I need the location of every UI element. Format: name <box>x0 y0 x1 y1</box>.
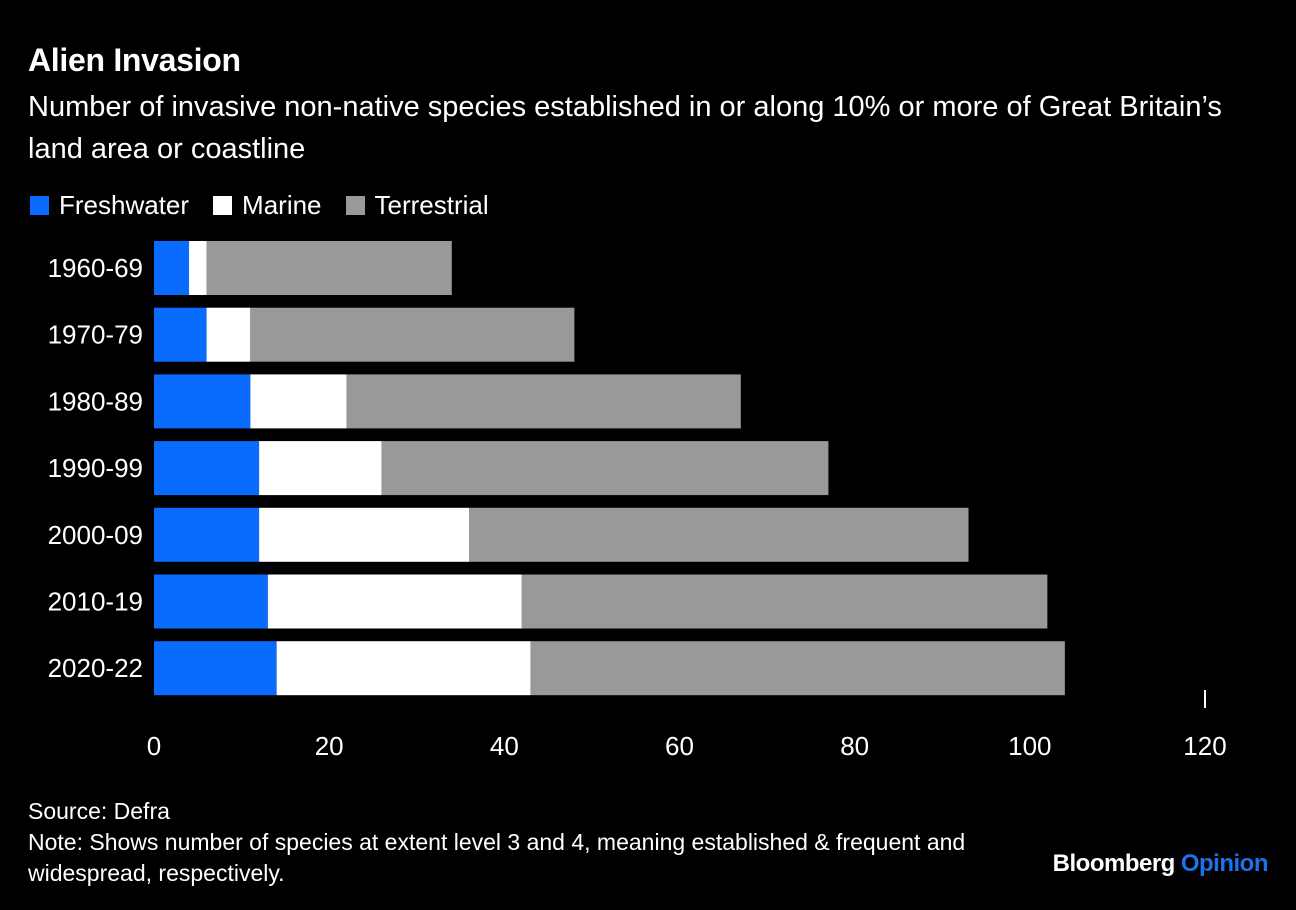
bar-segment-terrestrial <box>530 641 1065 696</box>
legend-item-freshwater: Freshwater <box>30 190 189 221</box>
bar-segment-marine <box>259 441 382 496</box>
legend-swatch-marine <box>213 196 233 215</box>
brand-logo: Bloomberg Opinion <box>1052 850 1269 878</box>
bar-segment-freshwater <box>154 307 207 362</box>
chart-title: Alien Invasion <box>28 42 241 78</box>
bar-segment-terrestrial <box>346 374 741 429</box>
bar-segment-marine <box>267 574 522 629</box>
category-label: 2010-19 <box>48 587 143 617</box>
x-tick-label: 120 <box>1183 731 1226 761</box>
x-tick-label: 20 <box>315 731 344 761</box>
chart-footer: Source: Defra Note: Shows number of spec… <box>28 796 1008 889</box>
legend: Freshwater Marine Terrestrial <box>30 190 513 221</box>
x-tick-label: 80 <box>840 731 869 761</box>
bar-segment-freshwater <box>154 507 260 562</box>
legend-label-marine: Marine <box>242 190 322 220</box>
bar-segment-marine <box>276 641 531 696</box>
bar-segment-marine <box>206 307 251 362</box>
bar-segment-freshwater <box>154 574 268 629</box>
bar-segment-freshwater <box>154 641 277 696</box>
bar-segment-freshwater <box>154 241 190 295</box>
bar-segment-freshwater <box>154 441 260 496</box>
bar-segment-terrestrial <box>206 241 452 295</box>
category-label: 2020-22 <box>48 653 143 683</box>
footnote: Note: Shows number of species at extent … <box>28 829 966 886</box>
bar-segment-freshwater <box>154 374 251 429</box>
legend-swatch-terrestrial <box>345 196 365 215</box>
source-note: Source: Defra <box>28 798 170 824</box>
category-label: 1970-79 <box>48 320 143 350</box>
x-tick-label: 0 <box>147 731 161 761</box>
legend-item-terrestrial: Terrestrial <box>345 190 489 221</box>
category-label: 1960-69 <box>48 253 143 283</box>
legend-label-terrestrial: Terrestrial <box>374 190 489 220</box>
legend-item-marine: Marine <box>213 190 322 221</box>
brand-suffix: Opinion <box>1180 850 1269 877</box>
bar-segment-terrestrial <box>250 307 575 362</box>
x-tick-label: 60 <box>665 731 694 761</box>
bar-segment-terrestrial <box>469 507 969 562</box>
category-label: 1980-89 <box>48 386 143 416</box>
category-label: 2000-09 <box>48 520 143 550</box>
x-tick-label: 40 <box>490 731 519 761</box>
legend-label-freshwater: Freshwater <box>59 190 190 220</box>
brand-name: Bloomberg <box>1052 850 1176 877</box>
bar-segment-marine <box>259 507 470 562</box>
chart-subtitle: Number of invasive non-native species es… <box>28 91 1222 165</box>
x-tick-label: 100 <box>1008 731 1051 761</box>
bar-segment-terrestrial <box>381 441 829 496</box>
category-label: 1990-99 <box>48 453 143 483</box>
bar-segment-marine <box>250 374 347 429</box>
legend-swatch-freshwater <box>30 196 49 215</box>
bar-segment-marine <box>189 241 207 295</box>
bar-segment-terrestrial <box>521 574 1048 629</box>
